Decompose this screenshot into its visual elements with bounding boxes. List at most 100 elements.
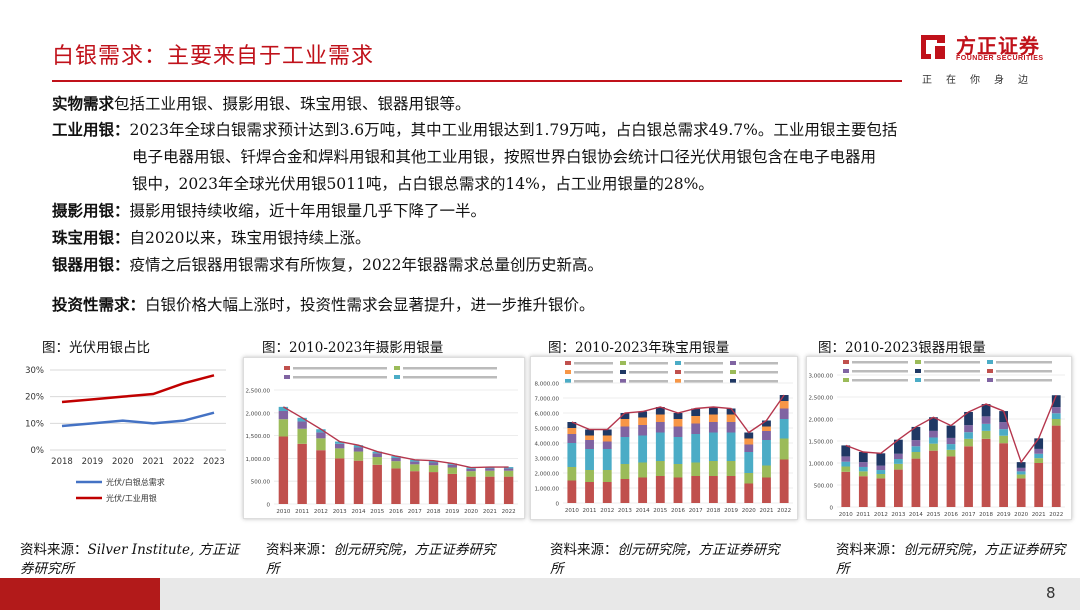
legend-swatch bbox=[915, 360, 921, 364]
legend-label-placeholder bbox=[739, 362, 778, 365]
y-tick-label: 7,000.00 bbox=[535, 397, 560, 403]
para-label: 投资性需求： bbox=[52, 295, 146, 314]
legend-label-placeholder bbox=[684, 371, 723, 374]
bar-segment bbox=[673, 413, 683, 419]
bar-segment bbox=[876, 453, 886, 466]
bar-segment bbox=[911, 458, 921, 507]
para-physical-demand: 实物需求包括工业用银、摄影用银、珠宝用银、银器用银等。 bbox=[52, 91, 471, 117]
source-text: 创元研究院，方正证券研究所 bbox=[550, 542, 780, 577]
x-tick-label: 2022 bbox=[173, 457, 195, 467]
legend-label-placeholder bbox=[574, 362, 613, 365]
bar-segment bbox=[911, 440, 921, 447]
chart-photo-usage: 0 500.00 1,000.00 1,500.00 2,000.00 2,500.00 2… bbox=[243, 357, 525, 519]
bar-segment bbox=[410, 464, 420, 472]
bar-segment bbox=[585, 435, 594, 440]
para-industrial-line3: 银中，2023年全球光伏用银5011吨，占白银总需求的14%，占工业用银量的28… bbox=[132, 175, 714, 193]
bar-segment bbox=[1034, 453, 1044, 459]
bar-segment bbox=[466, 471, 476, 477]
logo-slogan: 正在你身边 bbox=[922, 75, 1042, 86]
bar-segment bbox=[876, 470, 886, 474]
x-tick-label: 2011 bbox=[583, 508, 597, 514]
bar-segment bbox=[602, 449, 612, 470]
bar-segment bbox=[1034, 458, 1044, 463]
bar-segment bbox=[585, 449, 594, 470]
series-line bbox=[61, 411, 215, 428]
chart-silverware-usage-svg: 0 500.00 1,000.00 1,500.00 2,000.00 2,500.00 3… bbox=[809, 360, 1065, 518]
bar-segment bbox=[567, 443, 577, 467]
bar-segment bbox=[567, 480, 577, 503]
bar-segment bbox=[447, 464, 457, 468]
legend-swatch bbox=[284, 375, 290, 379]
source-text: 创元研究院，方正证券研究所 bbox=[266, 542, 496, 577]
legend-label: 光伏/工业用银 bbox=[106, 493, 157, 503]
x-tick-label: 2019 bbox=[445, 509, 459, 515]
bar-segment bbox=[655, 461, 665, 476]
y-tick-label: 0 bbox=[830, 506, 834, 512]
source-jewelry: 资料来源：创元研究院，方正证券研究所 bbox=[550, 541, 780, 579]
bar-segment bbox=[876, 474, 886, 479]
legend-swatch bbox=[843, 378, 849, 382]
chart-jewelry-usage-svg: 0 1,000.00 2,000.00 3,000.00 4,000.00 5,000.0… bbox=[535, 361, 793, 514]
legend-label-placeholder bbox=[403, 376, 497, 379]
bar-segment bbox=[1034, 463, 1044, 507]
bar-segment bbox=[876, 478, 886, 507]
x-tick-label: 2018 bbox=[51, 457, 73, 467]
source-photo: 资料来源：创元研究院，方正证券研究所 bbox=[266, 541, 506, 579]
legend-swatch bbox=[987, 360, 993, 364]
legend-label-placeholder bbox=[293, 367, 387, 370]
y-tick-label: 1,000.00 bbox=[535, 487, 560, 493]
x-tick-label: 2010 bbox=[839, 512, 853, 518]
bar-segment bbox=[999, 443, 1008, 507]
bar-segment bbox=[335, 448, 345, 459]
bar-segment bbox=[297, 421, 307, 429]
legend-label-placeholder bbox=[629, 380, 668, 383]
x-tick-label: 2020 bbox=[112, 457, 134, 467]
bar-segment bbox=[602, 435, 612, 442]
para-label: 实物需求 bbox=[52, 94, 115, 113]
legend-label-placeholder bbox=[574, 371, 613, 374]
legend-swatch bbox=[620, 379, 626, 383]
x-tick-label: 2017 bbox=[408, 509, 422, 515]
bar-segment bbox=[964, 438, 973, 447]
x-tick-label: 2016 bbox=[671, 508, 685, 514]
bar-segment bbox=[1016, 467, 1026, 472]
x-tick-label: 2021 bbox=[1032, 512, 1046, 518]
bar-segment bbox=[779, 419, 789, 439]
bar-segment bbox=[567, 428, 577, 434]
bar-segment bbox=[999, 411, 1008, 423]
x-tick-label: 2018 bbox=[979, 512, 993, 518]
bar-segment bbox=[1016, 471, 1026, 475]
bar-segment bbox=[762, 431, 771, 440]
y-tick-label: 0 bbox=[267, 503, 271, 509]
bar-segment bbox=[744, 432, 754, 439]
bar-segment bbox=[911, 426, 921, 441]
bar-segment bbox=[585, 429, 594, 436]
bar-segment bbox=[894, 459, 903, 464]
bar-segment bbox=[946, 437, 956, 445]
y-tick-label: 500.00 bbox=[814, 484, 834, 490]
source-pv: 资料来源：Silver Institute, 方正证券研究所 bbox=[20, 541, 240, 579]
legend-swatch bbox=[675, 361, 681, 365]
bar-segment bbox=[335, 441, 345, 444]
bar-segment bbox=[585, 470, 594, 482]
bar-segment bbox=[602, 482, 612, 503]
bar-segment bbox=[762, 465, 771, 478]
para-text: 疫情之后银器用银需求有所恢复，2022年银器需求总量创历史新高。 bbox=[129, 256, 603, 274]
para-investment: 投资性需求：白银价格大幅上涨时，投资性需求会显著提升，进一步推升银价。 bbox=[52, 292, 595, 318]
bar-segment bbox=[410, 471, 420, 504]
bar-segment bbox=[744, 483, 754, 503]
y-tick-label: 1,500.00 bbox=[809, 440, 834, 446]
source-label: 资料来源： bbox=[836, 542, 904, 558]
bar-segment bbox=[673, 464, 683, 478]
bar-segment bbox=[946, 444, 956, 450]
para-label: 珠宝用银： bbox=[52, 228, 130, 247]
legend-swatch bbox=[394, 366, 400, 370]
para-text: 自2020以来，珠宝用银持续上涨。 bbox=[129, 229, 371, 247]
para-label: 银器用银： bbox=[52, 255, 130, 274]
bar-segment bbox=[316, 432, 326, 439]
bar-segment bbox=[278, 410, 289, 420]
legend-label-placeholder bbox=[574, 380, 613, 383]
bar-segment bbox=[466, 476, 476, 504]
bar-segment bbox=[946, 449, 956, 457]
x-tick-label: 2011 bbox=[295, 509, 309, 515]
